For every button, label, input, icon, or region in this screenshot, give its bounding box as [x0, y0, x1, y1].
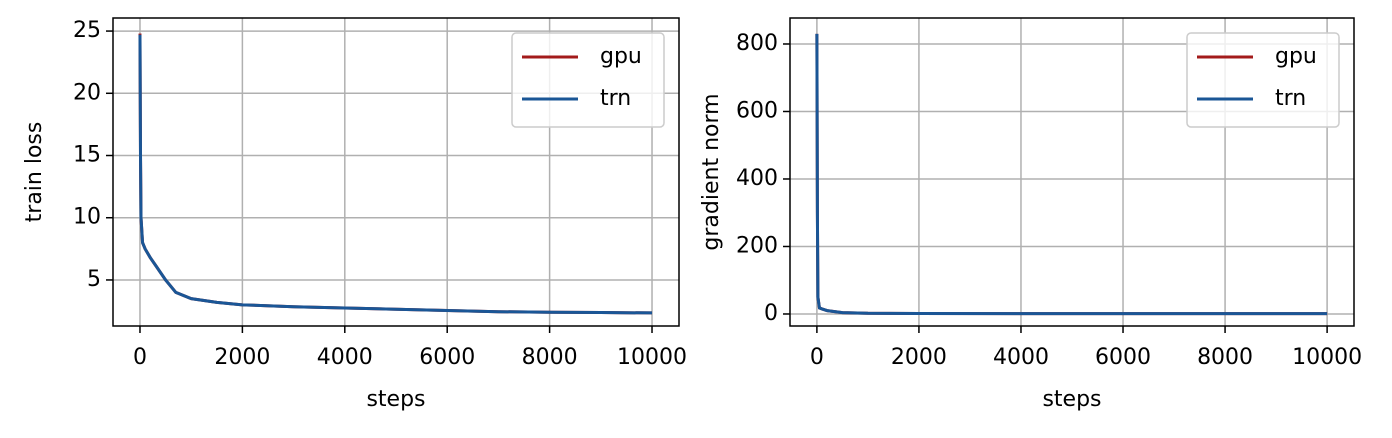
legend-label: gpu — [600, 44, 642, 69]
x-tick-label: 0 — [810, 345, 824, 370]
x-axis-label: steps — [1042, 387, 1101, 412]
y-axis-label: gradient norm — [699, 93, 724, 250]
x-tick-label: 6000 — [419, 345, 475, 370]
legend-label: trn — [600, 86, 631, 111]
x-tick-label: 2000 — [214, 345, 270, 370]
y-tick-label: 800 — [736, 31, 778, 56]
y-tick-label: 600 — [736, 98, 778, 123]
y-tick-label: 15 — [73, 143, 101, 168]
series-line — [138, 34, 653, 315]
x-tick-label: 2000 — [891, 345, 947, 370]
legend-label: trn — [1275, 86, 1306, 111]
y-tick-label: 0 — [764, 301, 778, 326]
y-tick-label: 200 — [736, 233, 778, 258]
x-tick-label: 10000 — [617, 345, 687, 370]
x-tick-label: 0 — [133, 345, 147, 370]
x-tick-label: 10000 — [1292, 345, 1362, 370]
y-tick-label: 20 — [73, 80, 101, 105]
y-axis-label: train loss — [22, 122, 47, 223]
axes-frame — [789, 17, 1355, 327]
legend-label: gpu — [1275, 44, 1317, 69]
y-tick-label: 25 — [73, 18, 101, 43]
x-tick-label: 8000 — [522, 345, 578, 370]
x-tick-label: 8000 — [1197, 345, 1253, 370]
y-tick-label: 10 — [73, 205, 101, 230]
axes-frame — [112, 17, 680, 327]
x-axis-label: steps — [366, 387, 425, 412]
x-tick-label: 4000 — [317, 345, 373, 370]
x-tick-label: 4000 — [993, 345, 1049, 370]
series-line — [815, 33, 1328, 316]
x-tick-label: 6000 — [1095, 345, 1151, 370]
y-tick-label: 400 — [736, 166, 778, 191]
y-tick-label: 5 — [87, 267, 101, 292]
